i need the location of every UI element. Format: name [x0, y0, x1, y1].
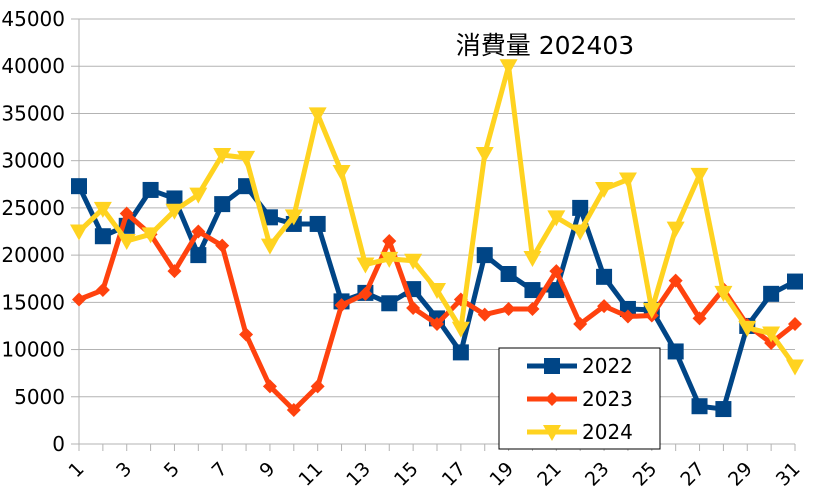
series-2022-point	[261, 209, 278, 226]
series-2024-point	[404, 253, 423, 270]
legend-2024-marker	[543, 425, 561, 441]
series-2023-point	[382, 233, 397, 248]
series-2024-point	[547, 210, 566, 227]
series-2024-point	[642, 302, 661, 319]
series-2024-point	[475, 147, 494, 164]
series-2023-point	[692, 311, 707, 326]
series-2024-point	[523, 250, 542, 267]
y-tick-label: 0	[52, 432, 65, 456]
series-2022-point	[309, 215, 326, 232]
legend-2022-marker	[544, 358, 560, 374]
series-2022-point	[190, 247, 207, 264]
series-2023-point	[334, 298, 349, 313]
series-2024-point	[738, 320, 757, 337]
y-tick-label: 45000	[1, 7, 65, 31]
y-tick-label: 25000	[1, 196, 65, 220]
series-2022-point	[381, 295, 398, 312]
series-2023-point	[95, 283, 110, 298]
series-2024-point	[213, 148, 232, 164]
series-2024-point	[141, 227, 160, 244]
series-2024-point	[786, 359, 804, 376]
legend: 2022 2023 2024	[498, 347, 661, 450]
series-2024-point	[332, 165, 351, 181]
series-2024-point	[428, 283, 446, 300]
y-tick-label: 10000	[1, 338, 65, 362]
series-2024-point	[237, 150, 256, 167]
legend-2024-label: 2024	[582, 420, 633, 444]
series-2024-point	[714, 285, 733, 302]
series-2022-point	[238, 178, 255, 195]
y-tick-label: 40000	[1, 54, 65, 78]
series-2024-point	[499, 59, 518, 76]
series-2024-point	[117, 233, 136, 250]
series-2022-point	[763, 285, 780, 302]
series-2023-point	[620, 309, 635, 324]
series-2023-point	[239, 327, 254, 342]
series-2024-point	[308, 107, 327, 124]
y-tick-label: 30000	[1, 149, 65, 173]
series-2022-point	[452, 344, 469, 361]
series-2022-point	[166, 190, 183, 207]
y-tick-label: 20000	[1, 243, 65, 267]
series-2024-point	[618, 172, 637, 189]
chart-title: 消費量 202403	[456, 31, 634, 60]
series-2023-point	[286, 403, 301, 417]
series-2023-point	[406, 301, 421, 315]
series-2024-point	[762, 326, 781, 343]
series-2023-point	[167, 264, 182, 279]
y-tick-label: 5000	[14, 385, 65, 409]
series-2023-point	[430, 317, 444, 332]
series-2024-point	[451, 321, 470, 338]
series-2023-point	[191, 224, 206, 239]
series-2023-point	[573, 317, 588, 332]
series-2024-point	[70, 224, 88, 241]
series-2022-point	[596, 268, 613, 285]
series-2023-point	[358, 286, 373, 301]
series-2024-point	[189, 187, 208, 204]
y-tick-label: 15000	[1, 290, 65, 314]
series-2022-point	[715, 401, 732, 418]
series-2024-point	[571, 224, 590, 241]
series-2024-point	[165, 203, 184, 220]
series-2024-point	[356, 257, 375, 274]
series-2023-point	[477, 307, 492, 322]
series-2022-point	[691, 398, 708, 415]
legend-2023-marker	[545, 392, 559, 406]
series-2022-point	[94, 228, 111, 245]
series-2022-point	[667, 343, 684, 360]
series-2022-point	[71, 178, 87, 195]
series-2023-point	[668, 273, 683, 288]
series-2022-point	[214, 196, 231, 213]
series-2023-point	[262, 379, 277, 394]
series-2024-point	[284, 209, 303, 226]
series-2023-point	[597, 299, 612, 314]
series-2023-point	[788, 317, 802, 332]
series-2024-point	[666, 221, 685, 238]
series-2023-point	[501, 301, 516, 316]
series-2022-point	[524, 282, 541, 299]
series-2024-point	[595, 182, 614, 198]
series-2023-point	[525, 301, 540, 316]
series-2023-point	[549, 264, 564, 279]
series-2022-point	[142, 181, 159, 198]
legend-2022-label: 2022	[582, 354, 633, 378]
series-2024-point	[260, 238, 279, 255]
series-2024-point	[690, 167, 709, 184]
series-2023-point	[310, 379, 325, 394]
series-2022-point	[572, 199, 589, 216]
series-2024-point	[93, 201, 112, 218]
series-2023-point	[215, 238, 230, 253]
legend-2023-label: 2023	[582, 387, 633, 411]
y-tick-label: 35000	[1, 101, 65, 125]
series-2023-point	[119, 206, 134, 221]
series-2024-point	[380, 251, 399, 268]
series-2022-point	[476, 247, 493, 264]
legend-box	[498, 347, 661, 450]
series-2022-point	[500, 266, 517, 282]
series-2023-point	[72, 292, 86, 307]
series-2022-point	[787, 273, 803, 290]
